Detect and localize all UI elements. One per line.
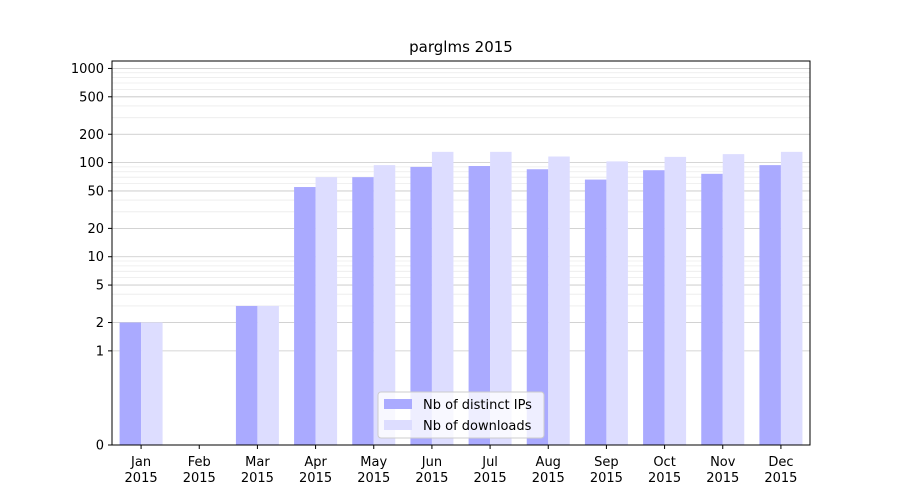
x-tick-label-month: Mar (245, 455, 270, 470)
bar (141, 322, 163, 445)
bar (235, 305, 258, 445)
x-tick-label-year: 2015 (125, 471, 158, 486)
y-tick-label: 10 (87, 250, 104, 265)
x-tick-label-year: 2015 (590, 471, 623, 486)
x-tick-label-month: Jan (130, 455, 151, 470)
legend-swatch (384, 420, 412, 430)
x-tick-label-month: May (360, 455, 387, 470)
y-tick-label: 2 (96, 316, 104, 331)
x-tick-label-year: 2015 (648, 471, 681, 486)
bar (352, 177, 374, 446)
y-tick-label: 0 (96, 439, 104, 454)
y-tick-label: 50 (87, 184, 104, 199)
x-tick-label-month: Aug (536, 455, 561, 470)
bar (468, 165, 491, 445)
bar (373, 165, 396, 445)
bar (548, 156, 570, 446)
x-tick-label-month: Dec (768, 455, 793, 470)
bar (431, 151, 454, 446)
y-tick-label: 500 (79, 90, 104, 105)
plot-frame (111, 60, 811, 446)
x-tick-label-month: Nov (710, 455, 736, 470)
bar (526, 169, 549, 445)
x-tick-label-month: Apr (304, 455, 327, 470)
x-tick-label-year: 2015 (241, 471, 274, 486)
legend-box (377, 391, 545, 439)
x-tick-label-year: 2015 (415, 471, 448, 486)
x-tick-label-month: Feb (188, 455, 211, 470)
legend: Nb of distinct IPs Nb of downloads (377, 391, 545, 439)
y-tick-label: 200 (79, 128, 104, 143)
y-tick-label: 20 (87, 222, 104, 237)
chart-title: parglms 2015 (409, 38, 513, 56)
bar (315, 177, 338, 446)
x-tick-label-month: Oct (653, 455, 675, 470)
legend-swatch (384, 399, 412, 409)
bar (410, 166, 432, 446)
bars (119, 151, 803, 446)
bar (490, 151, 512, 446)
y-tick-label: 1000 (71, 62, 104, 77)
y-tick-label: 5 (96, 279, 104, 294)
bar (701, 173, 723, 445)
x-tick-label-month: Jun (421, 455, 442, 470)
bar (722, 154, 745, 446)
x-tick-label-year: 2015 (764, 471, 797, 486)
bar (294, 187, 316, 445)
bar (780, 151, 803, 446)
bar (606, 161, 628, 445)
x-tick-label-month: Jul (481, 455, 498, 470)
y-tick-label: 1 (96, 344, 104, 359)
bar (664, 156, 687, 445)
x-tick-label-year: 2015 (299, 471, 332, 486)
x-tick-label-year: 2015 (532, 471, 565, 486)
x-tick-label-month: Sep (594, 455, 619, 470)
bar (584, 179, 607, 446)
y-tick-label: 100 (79, 156, 104, 171)
x-tick-label-year: 2015 (183, 471, 216, 486)
bar (257, 305, 279, 445)
legend-label: Nb of distinct IPs (423, 398, 532, 413)
bar (759, 165, 781, 445)
bar (119, 322, 142, 445)
x-tick-label-year: 2015 (357, 471, 390, 486)
x-tick-label-year: 2015 (474, 471, 507, 486)
bar (643, 170, 665, 445)
legend-label: Nb of downloads (423, 419, 532, 434)
x-tick-label-year: 2015 (706, 471, 739, 486)
grid-lines (112, 68, 810, 446)
axes: 01251020501002005001000Jan2015Feb2015Mar… (71, 60, 811, 486)
